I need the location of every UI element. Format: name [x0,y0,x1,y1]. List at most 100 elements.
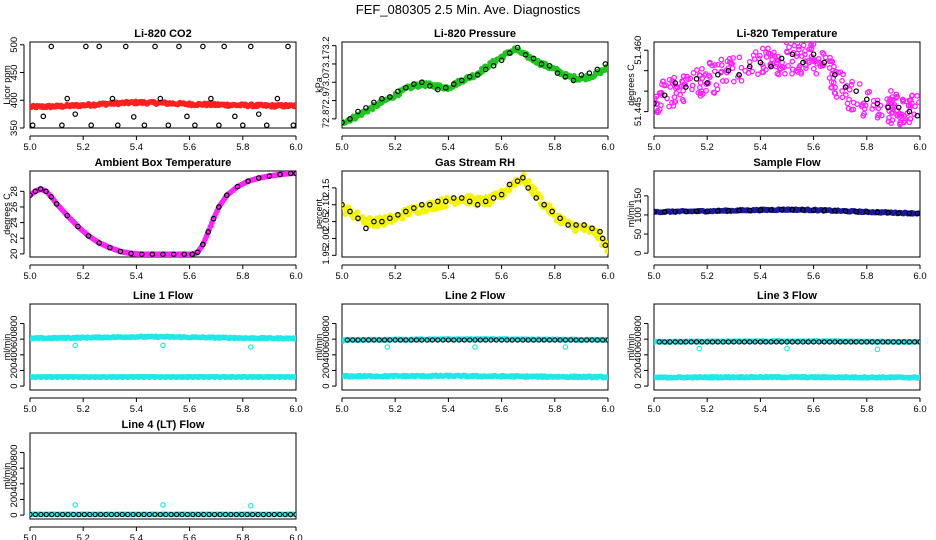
data-point [157,511,163,518]
data-point [672,208,679,215]
data-point [573,222,579,228]
y-tick-label: 200 [9,492,20,508]
data-point [874,346,881,353]
data-point [786,44,792,51]
data-point [704,80,711,86]
data-point [504,337,510,343]
data-point [458,77,465,84]
data-point [232,113,238,120]
x-tick-label: 5.4 [754,142,767,153]
y-tick-label: 350 [9,120,20,136]
data-point [418,79,425,86]
data-point [530,337,537,343]
data-point [466,73,473,80]
y-tick-label: 0 [9,512,20,517]
data-point [669,99,675,106]
data-point [477,337,483,343]
y-tick-label: 200 [9,363,20,379]
data-point [856,81,863,87]
data-point [514,44,521,51]
data-point [442,84,449,91]
y-tick-label: 2.05 [321,212,332,231]
data-point [803,65,809,71]
data-point [832,71,838,78]
data-point [87,511,93,518]
data-point [906,108,913,115]
data-point [683,84,689,90]
data-point [38,511,44,518]
data-layer [654,206,920,217]
data-point [718,56,725,63]
data-point [443,203,449,210]
data-point [870,97,877,104]
data-point [434,198,441,205]
x-tick-label: 6.0 [913,271,926,282]
data-point [599,235,606,242]
data-point [429,337,436,343]
series-cyan-outliers [654,339,881,353]
data-point [715,207,721,214]
data-point [43,511,49,518]
data-point [244,511,250,518]
data-point [413,337,420,343]
data-point [293,335,296,341]
data-point [160,502,166,508]
y-tick-label: 400 [9,347,20,363]
data-point [125,511,131,518]
y-axis-label: percent [314,198,324,229]
data-point [200,43,206,50]
data-point [424,337,430,343]
data-point [157,95,164,102]
y-tick-label: 600 [321,331,332,347]
data-point [397,337,404,343]
data-point [32,188,39,195]
data-point [810,339,817,345]
data-point [667,84,674,90]
data-point [208,95,214,102]
y-tick-label: 400 [633,347,644,363]
x-tick-label: 5.6 [495,142,508,153]
data-point [379,218,385,225]
data-point [694,67,700,73]
series-dense [654,42,920,128]
data-point [160,342,166,349]
plot-frame [341,41,609,129]
data-point [530,55,537,62]
data-point [800,207,806,213]
data-point [365,337,372,343]
data-point [749,68,755,75]
data-point [37,186,44,192]
x-tick-label: 5.6 [183,271,196,282]
data-point [589,337,595,343]
series-cyan-low [30,373,296,380]
data-point [181,251,188,257]
data-point [96,43,102,50]
data-point [659,81,665,88]
y-tick-label: 0 [633,251,644,256]
data-point [789,58,796,65]
data-point [293,511,296,518]
data-point [146,511,153,518]
data-point [195,511,201,518]
chart-title: Li-820 CO2 [134,28,191,40]
y-tick-label: 2.10 [321,195,332,214]
data-point [72,342,79,349]
y-axis-label: Licor ppm [2,65,12,105]
x-tick-label: 5.8 [860,271,873,282]
data-point [884,96,891,102]
data-point [119,511,125,518]
y-tick-label: 26 [9,202,20,213]
plot-frame [341,170,609,258]
data-point [342,338,345,345]
data-point [525,337,531,343]
x-tick-label: 5.4 [442,404,455,415]
data-point [839,77,845,84]
data-point [706,60,713,67]
data-point [403,208,409,215]
data-point [287,171,294,177]
data-point [701,72,708,79]
data-point [53,201,60,207]
data-point [808,46,814,53]
data-point [549,208,555,215]
x-tick-label: 5.8 [236,271,249,282]
